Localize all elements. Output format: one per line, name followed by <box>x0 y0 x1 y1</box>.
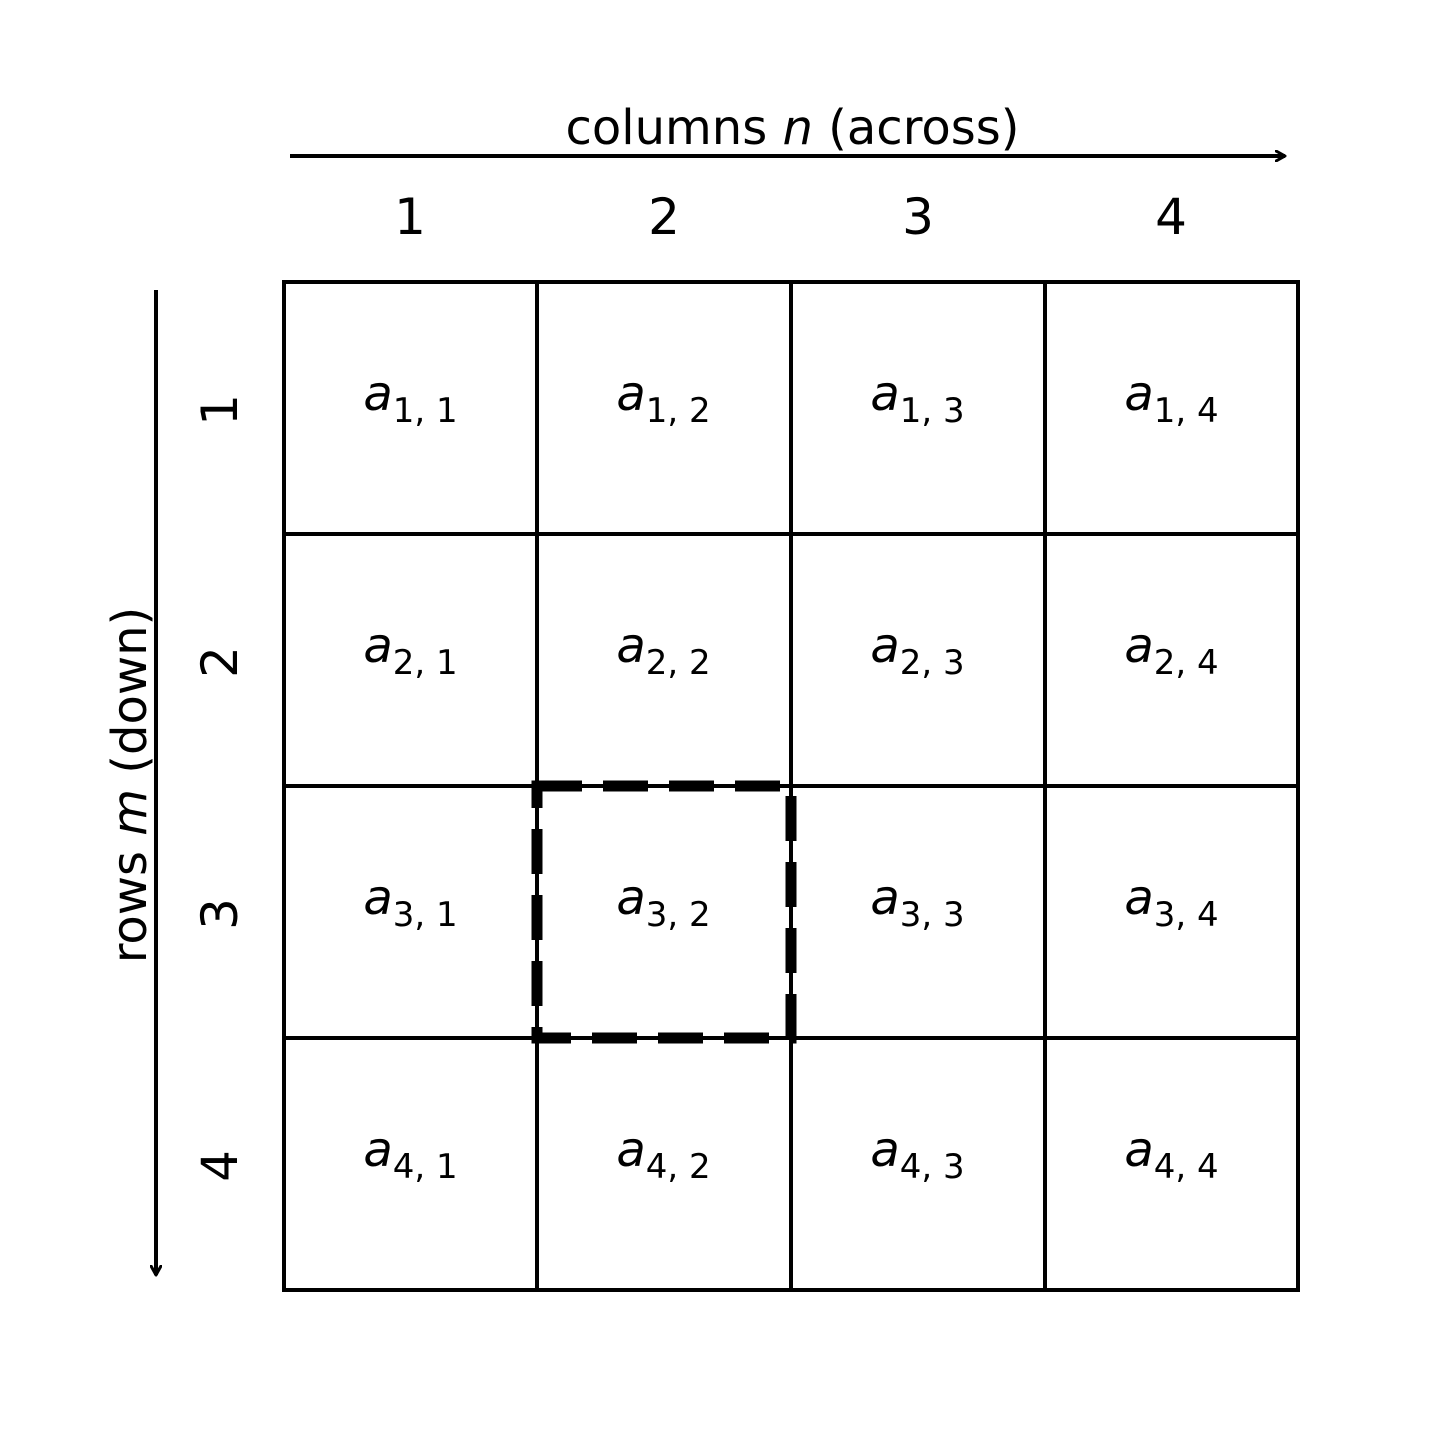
cell-entry-3-3: a3, 3 <box>870 870 964 935</box>
cell-subscript-3-4: 3, 4 <box>1153 894 1219 935</box>
cell-symbol: a <box>870 869 900 926</box>
column-number-4: 4 <box>1155 188 1187 246</box>
cell-subscript-2-3: 2, 3 <box>899 642 965 683</box>
cell-entry-3-2: a3, 2 <box>616 870 710 935</box>
cell-symbol: a <box>363 365 393 422</box>
cell-symbol: a <box>616 365 646 422</box>
matrix-cell-3-2-highlighted: a3, 2 <box>537 786 790 1038</box>
highlighted-cell-dashed-border <box>531 780 797 1044</box>
matrix-cell-1-4: a1, 4 <box>1045 282 1298 534</box>
matrix-cell-4-4: a4, 4 <box>1045 1038 1298 1290</box>
cell-entry-3-4: a3, 4 <box>1124 870 1218 935</box>
cell-subscript-1-3: 1, 3 <box>899 390 965 431</box>
matrix-cell-4-1: a4, 1 <box>284 1038 537 1290</box>
cell-symbol: a <box>1124 617 1154 674</box>
cell-subscript-2-4: 2, 4 <box>1153 642 1219 683</box>
matrix-cell-2-4: a2, 4 <box>1045 534 1298 786</box>
matrix-cell-2-1: a2, 1 <box>284 534 537 786</box>
column-number-3: 3 <box>902 188 934 246</box>
cell-symbol: a <box>363 869 393 926</box>
cell-subscript-3-3: 3, 3 <box>899 894 965 935</box>
cell-entry-2-1: a2, 1 <box>363 618 457 683</box>
cell-symbol: a <box>616 869 646 926</box>
cell-entry-4-4: a4, 4 <box>1124 1122 1218 1187</box>
cell-symbol: a <box>870 1121 900 1178</box>
matrix-cell-1-3: a1, 3 <box>791 282 1044 534</box>
matrix-cell-3-1: a3, 1 <box>284 786 537 1038</box>
cell-entry-1-1: a1, 1 <box>363 366 457 431</box>
cell-subscript-4-2: 4, 2 <box>645 1146 711 1187</box>
cell-subscript-4-4: 4, 4 <box>1153 1146 1219 1187</box>
cell-entry-1-2: a1, 2 <box>616 366 710 431</box>
cell-entry-1-3: a1, 3 <box>870 366 964 431</box>
cell-symbol: a <box>870 617 900 674</box>
column-axis-title-suffix: (across) <box>812 100 1020 156</box>
cell-symbol: a <box>616 617 646 674</box>
row-axis-title: rows m (down) <box>102 607 158 964</box>
cell-entry-4-2: a4, 2 <box>616 1122 710 1187</box>
row-number-3: 3 <box>191 898 249 930</box>
cell-subscript-2-1: 2, 1 <box>392 642 458 683</box>
cell-entry-1-4: a1, 4 <box>1124 366 1218 431</box>
cell-subscript-3-1: 3, 1 <box>392 894 458 935</box>
row-number-1: 1 <box>191 394 249 426</box>
matrix-grid <box>282 280 1300 1292</box>
matrix-cell-1-1: a1, 1 <box>284 282 537 534</box>
cell-entry-2-3: a2, 3 <box>870 618 964 683</box>
column-number-1: 1 <box>394 188 426 246</box>
cell-subscript-4-1: 4, 1 <box>392 1146 458 1187</box>
row-axis-variable: m <box>102 788 158 836</box>
row-number-2: 2 <box>191 646 249 678</box>
matrix-cell-4-3: a4, 3 <box>791 1038 1044 1290</box>
cell-subscript-3-2: 3, 2 <box>645 894 711 935</box>
matrix-cell-2-3: a2, 3 <box>791 534 1044 786</box>
row-axis-title-suffix: (down) <box>102 606 158 789</box>
matrix-cell-4-2: a4, 2 <box>537 1038 790 1290</box>
cell-subscript-1-1: 1, 1 <box>392 390 458 431</box>
column-axis-title: columns n (across) <box>0 104 1455 152</box>
matrix-cell-1-2: a1, 2 <box>537 282 790 534</box>
cell-subscript-1-4: 1, 4 <box>1153 390 1219 431</box>
column-number-2: 2 <box>648 188 680 246</box>
cell-entry-2-4: a2, 4 <box>1124 618 1218 683</box>
cell-symbol: a <box>1124 1121 1154 1178</box>
cell-symbol: a <box>870 365 900 422</box>
cell-subscript-4-3: 4, 3 <box>899 1146 965 1187</box>
cell-entry-2-2: a2, 2 <box>616 618 710 683</box>
cell-entry-4-1: a4, 1 <box>363 1122 457 1187</box>
matrix-cell-3-3: a3, 3 <box>791 786 1044 1038</box>
matrix-cell-2-2: a2, 2 <box>537 534 790 786</box>
row-axis-title-prefix: rows <box>102 835 158 964</box>
cell-symbol: a <box>616 1121 646 1178</box>
cell-entry-4-3: a4, 3 <box>870 1122 964 1187</box>
cell-symbol: a <box>363 617 393 674</box>
cell-subscript-2-2: 2, 2 <box>645 642 711 683</box>
cell-symbol: a <box>363 1121 393 1178</box>
cell-symbol: a <box>1124 869 1154 926</box>
column-axis-variable: n <box>782 100 813 156</box>
column-axis-title-prefix: columns <box>565 100 783 156</box>
row-number-4: 4 <box>191 1150 249 1182</box>
cell-subscript-1-2: 1, 2 <box>645 390 711 431</box>
cell-entry-3-1: a3, 1 <box>363 870 457 935</box>
matrix-cell-3-4: a3, 4 <box>1045 786 1298 1038</box>
cell-symbol: a <box>1124 365 1154 422</box>
